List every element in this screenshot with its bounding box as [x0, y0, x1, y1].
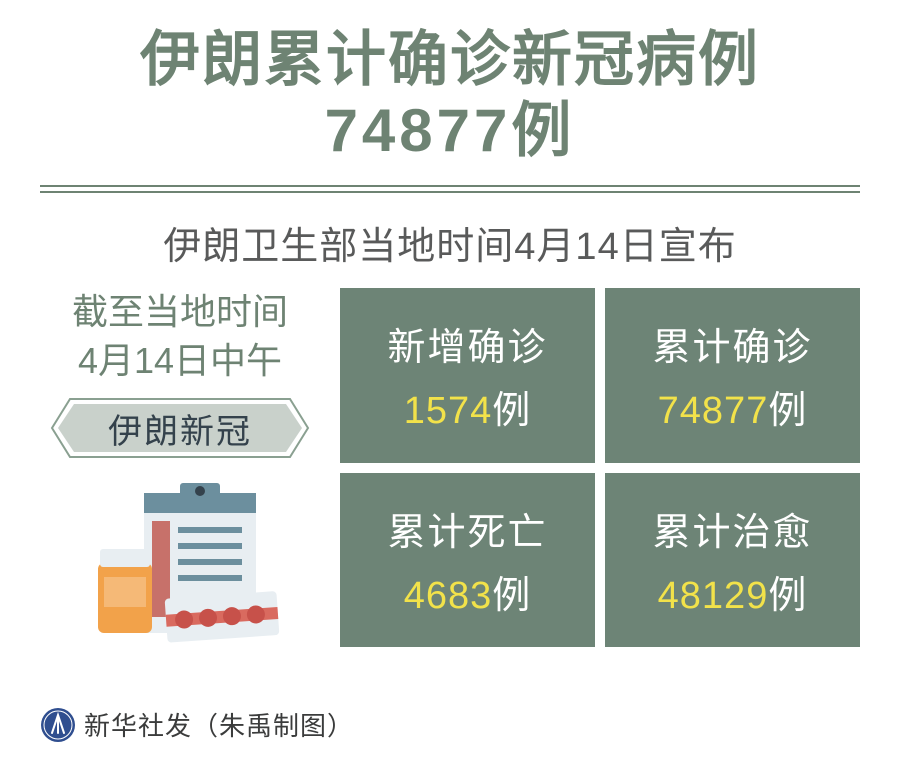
stat-value-row: 4683例	[404, 564, 532, 619]
stat-number: 48129	[658, 575, 769, 617]
title-line1: 伊朗累计确诊新冠病例	[40, 24, 860, 96]
stat-value-row: 48129例	[658, 564, 808, 619]
infographic-container: 伊朗累计确诊新冠病例 74877例 伊朗卫生部当地时间4月14日宣布 截至当地时…	[0, 0, 900, 761]
left-column: 截至当地时间 4月14日中午 伊朗新冠	[40, 288, 320, 647]
footer-text: 新华社发（朱禹制图）	[84, 706, 354, 743]
footer: 新华社发（朱禹制图）	[40, 706, 354, 743]
stat-unit: 例	[492, 575, 531, 617]
footer-source: 新华社发	[84, 711, 192, 741]
stat-total-recovered: 累计治愈 48129例	[605, 473, 860, 648]
stat-value-row: 74877例	[658, 379, 808, 434]
stat-number: 1574	[404, 390, 493, 432]
stat-value-row: 1574例	[404, 379, 532, 434]
xinhua-logo-icon	[40, 707, 76, 743]
footer-credit: （朱禹制图）	[192, 711, 354, 741]
divider-bottom	[40, 191, 860, 193]
stat-unit: 例	[492, 390, 531, 432]
badge: 伊朗新冠	[50, 397, 310, 459]
stat-new-confirmed: 新增确诊 1574例	[340, 288, 595, 463]
stat-label: 累计死亡	[387, 501, 547, 556]
title-line2: 74877例	[40, 96, 860, 165]
asof-text: 截至当地时间 4月14日中午	[40, 288, 320, 385]
stat-total-deaths: 累计死亡 4683例	[340, 473, 595, 648]
stat-label: 累计确诊	[652, 316, 812, 371]
asof-line1: 截至当地时间	[40, 288, 320, 337]
medical-illustration-icon	[70, 477, 290, 647]
stat-number: 4683	[404, 575, 493, 617]
stat-number: 74877	[658, 390, 769, 432]
stat-label: 新增确诊	[387, 316, 547, 371]
stat-label: 累计治愈	[652, 501, 812, 556]
badge-label: 伊朗新冠	[50, 397, 310, 459]
stats-grid: 新增确诊 1574例 累计确诊 74877例 累计死亡 4683例 累计治愈	[340, 288, 860, 647]
subtitle: 伊朗卫生部当地时间4月14日宣布	[40, 215, 860, 270]
content-area: 截至当地时间 4月14日中午 伊朗新冠	[40, 288, 860, 647]
divider-top	[40, 185, 860, 187]
asof-line2: 4月14日中午	[40, 337, 320, 386]
stat-unit: 例	[768, 390, 807, 432]
stat-total-confirmed: 累计确诊 74877例	[605, 288, 860, 463]
stat-unit: 例	[768, 575, 807, 617]
